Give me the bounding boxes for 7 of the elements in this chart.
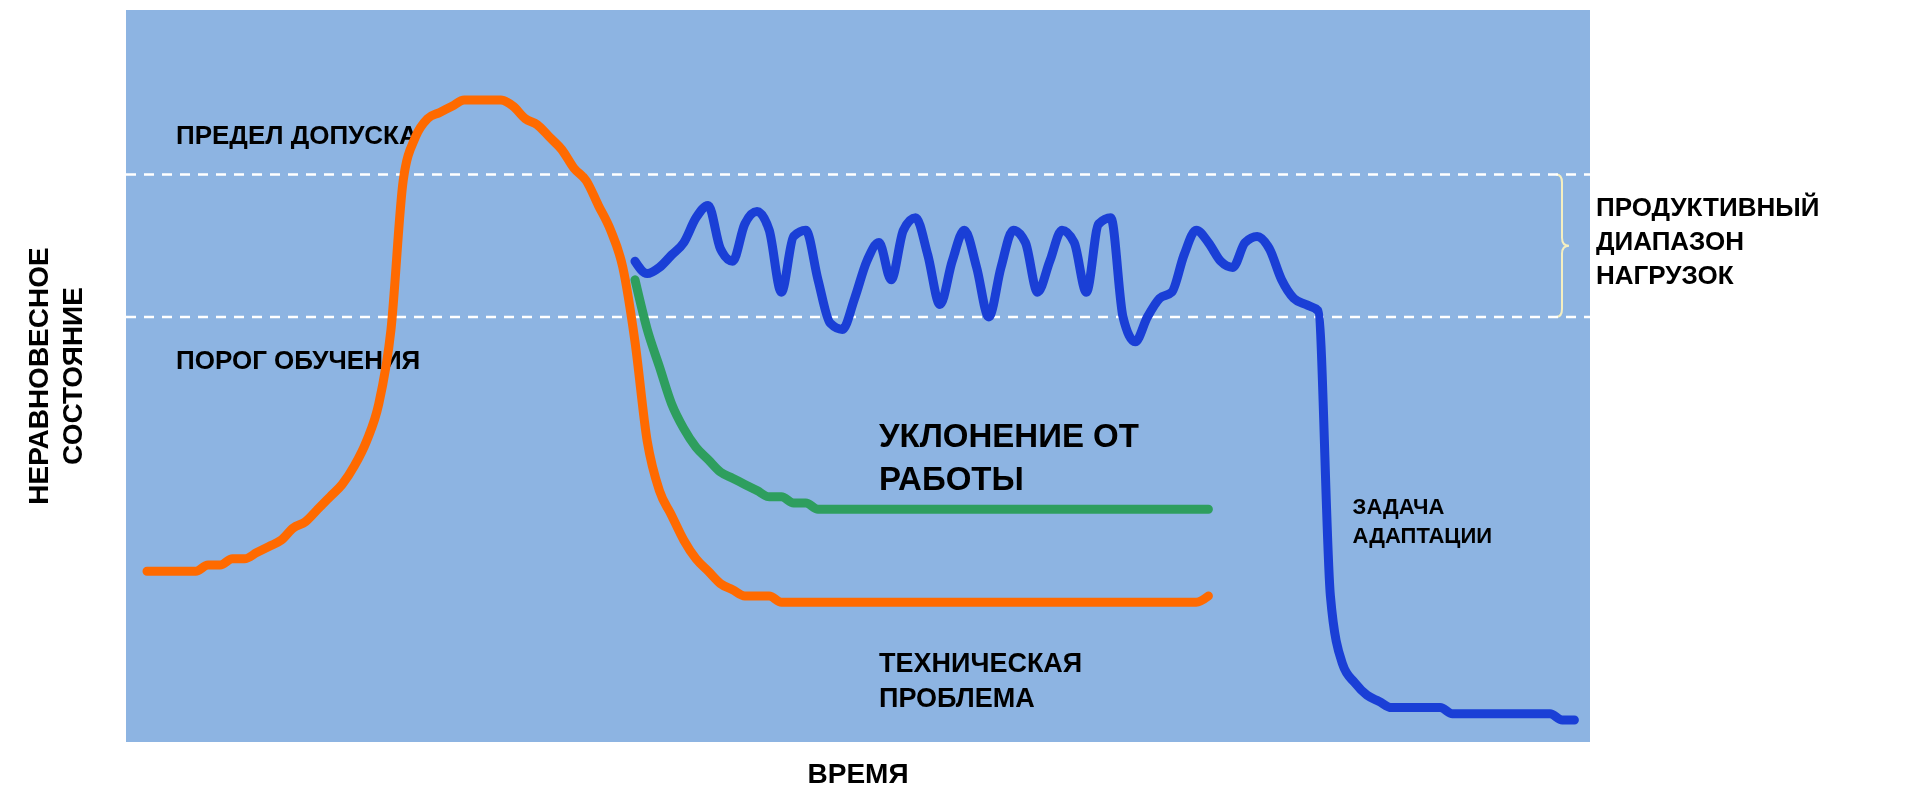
series-label: УКЛОНЕНИЕ ОТ РАБОТЫ [879,417,1139,498]
series-label: ЗАДАЧА АДАПТАЦИИ [1352,494,1493,548]
text: ПРОДУКТИВНЫЙ ДИАПАЗОН НАГРУЗОК [1596,191,1820,290]
y-axis-title: НЕРАВНОВЕСНОЕ СОСТОЯНИЕ [23,247,88,505]
ref-line-label: ПРЕДЕЛ ДОПУСКА [176,120,418,151]
series-label: ТЕХНИЧЕСКАЯ ПРОБЛЕМА [879,648,1083,714]
x-axis-title: ВРЕМЯ [807,758,909,789]
